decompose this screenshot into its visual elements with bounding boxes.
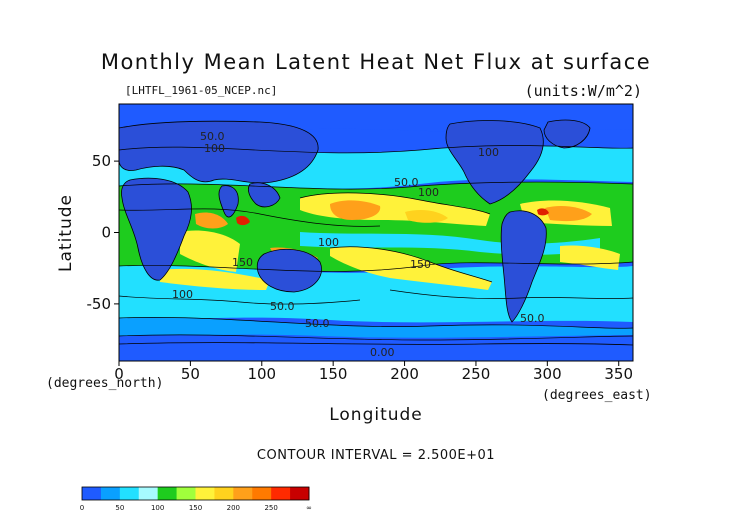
x-tick-label: 250 [462, 365, 491, 383]
contour-label: 50.0 [270, 300, 295, 313]
colorbar-swatch [119, 487, 140, 500]
colorbar-label: 250 [264, 504, 277, 512]
colorbar-label: 150 [189, 504, 202, 512]
contour-label: 100 [478, 146, 499, 159]
x-tick-label: 50 [181, 365, 200, 383]
contour-interval-text: CONTOUR INTERVAL = 2.500E+01 [257, 448, 495, 463]
contour-label: 100 [318, 236, 339, 249]
colorbar-swatch [100, 487, 121, 500]
colorbar [81, 486, 310, 501]
chart-subtitle: [LHTFL_1961-05_NCEP.nc] [125, 84, 277, 97]
colorbar-frame [81, 486, 310, 501]
chart-title: Monthly Mean Latent Heat Net Flux at sur… [101, 50, 651, 74]
colorbar-label: 50 [115, 504, 124, 512]
colorbar-swatch [195, 487, 215, 500]
contour-label: 100 [172, 288, 193, 301]
colorbar-swatch [271, 487, 291, 500]
contour-labels: 50.0 100 100 50.0 100 100 150 150 100 50… [172, 130, 545, 359]
x-axis-title: Longitude [329, 405, 423, 425]
contour-label: 150 [410, 258, 431, 271]
contour-label: 0.00 [370, 346, 395, 359]
contour-label: 50.0 [394, 176, 419, 189]
colorbar-swatch [233, 487, 253, 500]
colorbar-swatch [82, 487, 102, 500]
x-tick-label: 200 [390, 365, 419, 383]
colorbar-swatch [157, 487, 178, 500]
colorbar-swatch [290, 487, 310, 500]
colorbar-labels: 0 50 100 150 200 250 ∞ [80, 504, 312, 512]
x-tick-label: 300 [533, 365, 562, 383]
x-tick-label: 350 [604, 365, 633, 383]
contour-label: 50.0 [520, 312, 545, 325]
colorbar-swatch [138, 487, 159, 500]
y-tick-label: -50 [87, 295, 112, 313]
contour-label: 50.0 [305, 317, 330, 330]
colorbar-label: 200 [227, 504, 240, 512]
contour-label: 100 [204, 142, 225, 155]
colorbar-swatch [214, 487, 234, 500]
y-tick-label: 50 [92, 152, 111, 170]
x-tick-label: 150 [319, 365, 348, 383]
y-tick-label: 0 [101, 224, 111, 242]
x-tick-label: 0 [114, 365, 124, 383]
contour-label: 50.0 [200, 130, 225, 143]
colorbar-label: ∞ [306, 504, 312, 512]
x-tick-label: 100 [247, 365, 276, 383]
y-dim-label: (degrees_north) [46, 376, 163, 391]
y-axis-title: Latitude [56, 194, 76, 272]
colorbar-swatch [176, 487, 196, 500]
contour-lines [119, 145, 633, 341]
colorbar-swatch [252, 487, 272, 500]
y-axis-ticks: 50 0 -50 [87, 152, 119, 313]
x-axis-ticks: 0 50 100 150 200 250 300 350 [114, 361, 633, 383]
contour-label: 100 [418, 186, 439, 199]
x-dim-label: (degrees_east) [542, 388, 652, 403]
plot-area: 50.0 100 100 50.0 100 100 150 150 100 50… [119, 104, 633, 361]
contour-label: 150 [232, 256, 253, 269]
colorbar-label: 100 [151, 504, 164, 512]
continents [119, 119, 633, 361]
colorbar-label: 0 [80, 504, 84, 512]
units-label: (units:W/m^2) [525, 82, 642, 100]
